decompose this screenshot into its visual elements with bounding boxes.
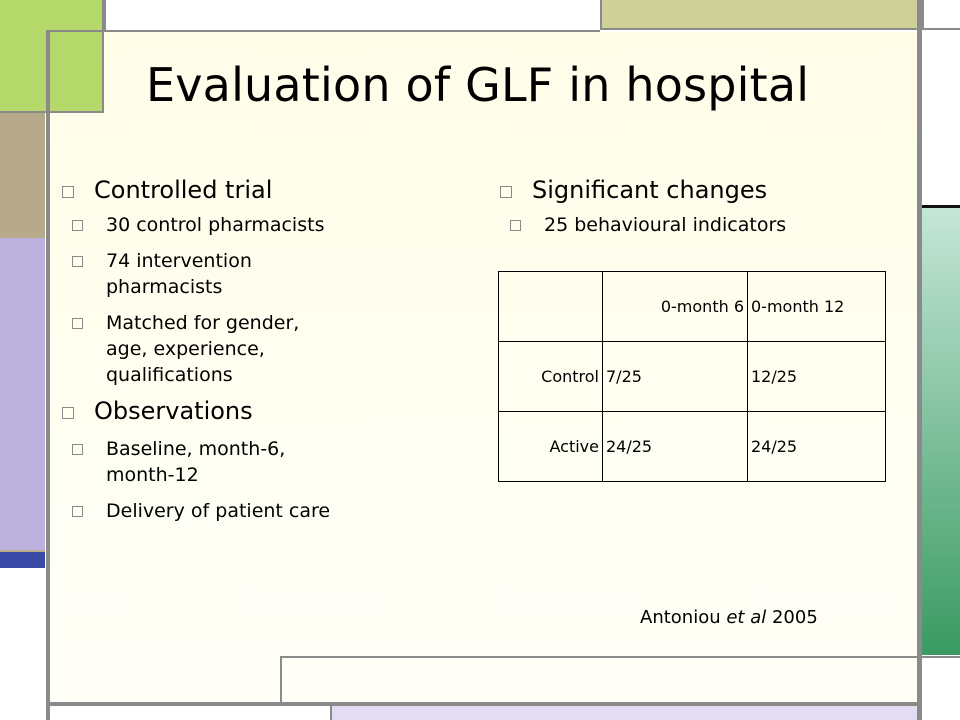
bullet-box-icon (72, 256, 83, 267)
sub-bullet: Delivery of patient care (60, 498, 460, 524)
slide-title: Evaluation of GLF in hospital (146, 58, 810, 112)
table-cell: 24/25 (747, 411, 886, 482)
table-cell: Active (498, 411, 603, 482)
table-cell: Control (498, 341, 603, 412)
bottom-lilac-strip (330, 706, 918, 720)
bullet-box-icon (510, 220, 521, 231)
frame-line-right (917, 0, 922, 720)
frame-line-right-black (922, 205, 960, 208)
table-row: Active 24/25 24/25 (498, 411, 886, 482)
citation-etal: et al (726, 607, 767, 628)
bullet-box-icon (72, 506, 83, 517)
bullet-controlled-trial: Controlled trial (60, 175, 460, 205)
bullet-box-icon (72, 444, 83, 455)
bullet-box-icon (500, 186, 512, 198)
citation-year: 2005 (766, 607, 818, 628)
table-cell: 24/25 (602, 411, 748, 482)
top-left-green-block (0, 0, 104, 113)
sub-bullet: Matched for gender, age, experience, qua… (60, 310, 460, 388)
left-column: Controlled trial 30 control pharmacists … (60, 175, 460, 524)
bullet-box-icon (72, 220, 83, 231)
table-header-row: 0-month 6 0-month 12 (498, 271, 886, 342)
citation-author: Antoniou (640, 607, 727, 628)
frame-line-top (46, 30, 600, 32)
frame-line-topright-small (922, 0, 960, 30)
sub-bullet: Baseline, month-6, month-12 (60, 436, 460, 488)
results-table: 0-month 6 0-month 12 Control 7/25 12/25 … (498, 271, 886, 482)
sub-bullet: 30 control pharmacists (60, 212, 460, 238)
table-cell: 7/25 (602, 341, 748, 412)
table-header-cell (498, 271, 603, 342)
table-cell: 12/25 (747, 341, 886, 412)
bullet-box-icon (62, 407, 74, 419)
table-header-cell: 0-month 6 (602, 271, 748, 342)
bullet-significant-changes: Significant changes (498, 175, 918, 205)
frame-line-inner-horizontal (280, 656, 960, 658)
right-column: Significant changes 25 behavioural indic… (498, 175, 918, 238)
frame-line-inner-vertical (280, 656, 282, 704)
bullet-box-icon (62, 186, 74, 198)
right-teal-gradient-block (922, 208, 960, 655)
top-olive-block (600, 0, 918, 30)
bullet-box-icon (72, 318, 83, 329)
sub-bullet: 25 behavioural indicators (498, 212, 918, 238)
table-header-cell: 0-month 12 (747, 271, 886, 342)
citation: Antoniou et al 2005 (640, 607, 818, 628)
frame-line-bottom (46, 702, 922, 706)
sub-bullet: 74 intervention pharmacists (60, 248, 460, 300)
table-row: Control 7/25 12/25 (498, 341, 886, 412)
frame-line-left (46, 32, 50, 720)
bullet-observations: Observations (60, 396, 460, 426)
frame-line-top-gray (104, 0, 106, 32)
left-lavender-block (0, 238, 45, 550)
left-blue-accent (0, 552, 45, 568)
